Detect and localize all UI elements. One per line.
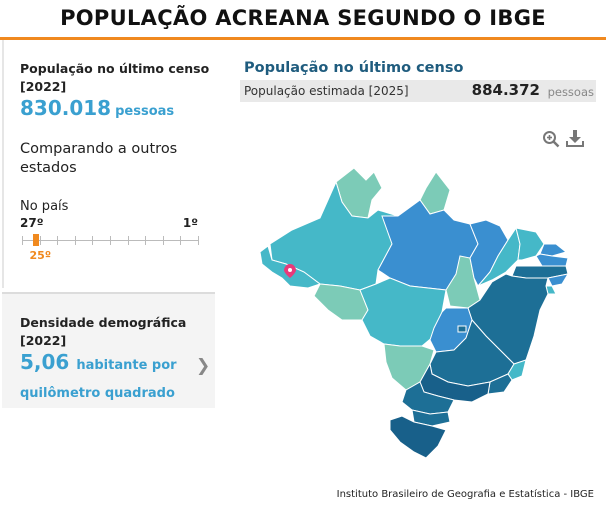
rank-slider-tick <box>39 236 41 245</box>
rank-slider-tick <box>162 236 164 245</box>
rank-slider-marker <box>32 234 39 246</box>
rank-min-label: 27º <box>20 216 44 230</box>
zoom-in-icon[interactable] <box>542 130 560 148</box>
page-title: POPULAÇÃO ACREANA SEGUNDO O IBGE <box>60 6 546 30</box>
map-state-distrito-federal[interactable] <box>457 325 467 333</box>
map-state-ceara[interactable] <box>515 227 545 261</box>
density-label: Densidade demográfica [2022] <box>20 315 187 348</box>
map-state-parana[interactable] <box>401 381 455 415</box>
density-value: 5,06 habitante por quilômetro quadrado <box>20 350 200 406</box>
source-credit: Instituto Brasileiro de Geografia e Esta… <box>336 489 594 500</box>
compare-title: Comparando a outros estados <box>20 141 178 176</box>
map-title: População no último censo <box>244 60 464 76</box>
map-state-rio-grande-do-sul[interactable] <box>389 415 447 459</box>
estimate-bar <box>240 80 596 102</box>
rank-current-label: 25º <box>29 249 52 262</box>
rank-slider-tick <box>127 236 129 245</box>
estimate-unit: pessoas <box>547 85 594 99</box>
header-accent-line <box>0 37 606 40</box>
population-card <box>0 40 214 292</box>
density-unit: habitante por quilômetro quadrado <box>20 358 177 401</box>
population-value: 830.018 pessoas <box>20 96 174 120</box>
download-icon[interactable] <box>566 129 584 147</box>
rank-slider-tick <box>110 236 111 245</box>
map-state-rio-grande-do-norte[interactable] <box>539 243 568 257</box>
rank-slider-tick <box>22 236 23 245</box>
rank-slider-tick <box>145 236 147 245</box>
rank-scope-label: No país <box>20 199 69 214</box>
rank-slider-tick <box>92 236 94 245</box>
population-number: 830.018 <box>20 96 112 120</box>
rank-max-label: 1º <box>182 216 198 230</box>
population-unit: pessoas <box>115 104 175 119</box>
density-card[interactable] <box>2 292 215 408</box>
estimate-label: População estimada [2025] <box>244 84 409 98</box>
rank-slider-tick <box>74 236 76 245</box>
estimate-value: 884.372 <box>471 81 540 99</box>
brazil-map <box>259 167 570 459</box>
card-divider <box>2 40 4 288</box>
rank-slider-tick <box>57 236 59 245</box>
map-state-paraiba[interactable] <box>535 253 569 267</box>
map-state-alagoas[interactable] <box>547 273 570 287</box>
map-state-espirito-santo[interactable] <box>507 359 527 381</box>
map-state-mato-grosso[interactable] <box>359 277 447 347</box>
rank-slider-tick <box>198 236 199 245</box>
density-number: 5,06 <box>20 350 70 374</box>
population-label: População no último censo [2022] <box>20 61 210 94</box>
location-pin-icon <box>284 264 296 278</box>
rank-slider-tick <box>180 236 182 245</box>
chevron-right-icon[interactable]: ❯ <box>196 356 211 376</box>
